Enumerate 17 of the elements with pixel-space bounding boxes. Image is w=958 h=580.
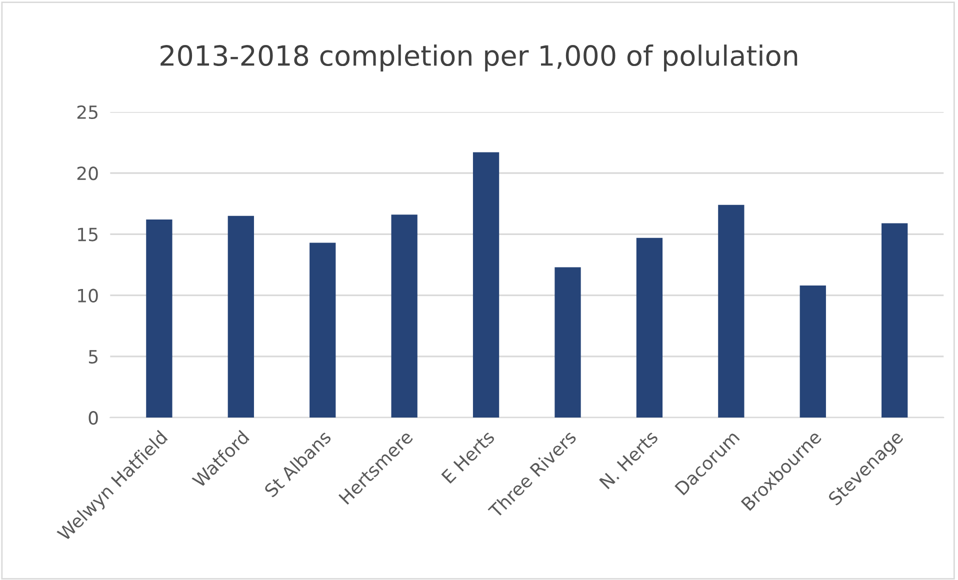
bar: [146, 220, 172, 418]
bar: [636, 238, 663, 418]
bar: [228, 216, 254, 418]
chart-title: 2013-2018 completion per 1,000 of polulation: [160, 44, 798, 72]
y-tick-label: 0: [88, 411, 98, 425]
bar: [310, 242, 336, 418]
bar: [554, 267, 581, 418]
y-tick-label: 10: [78, 288, 98, 302]
bar: [472, 152, 500, 418]
y-tick-label: 25: [77, 105, 98, 120]
bar: [391, 214, 418, 418]
bar: [882, 223, 908, 418]
bar: [718, 204, 744, 418]
bar: [800, 286, 826, 418]
y-tick-label: 15: [78, 228, 98, 242]
y-tick-label: 5: [88, 350, 98, 364]
y-tick-label: 20: [77, 166, 98, 180]
